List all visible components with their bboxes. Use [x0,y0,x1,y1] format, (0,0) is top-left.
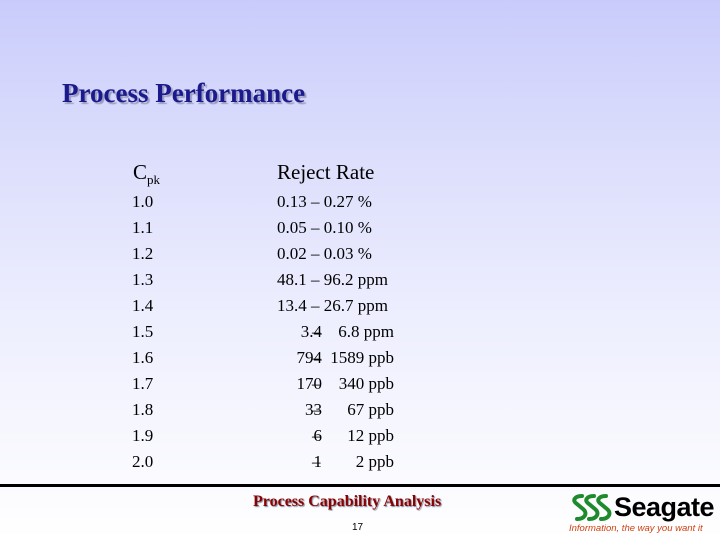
cpk-header-subscript: pk [147,172,161,187]
reject-rate-high: 12 ppb [347,426,394,445]
table-row: 1.1 0.05 – 0.10 % [0,216,720,242]
reject-rate-low: 1 [313,452,323,471]
footer-title: Process Capability Analysis [253,493,442,510]
reject-rate-value: 0.02 – 0.03 % [277,244,372,263]
reject-rate-value: 13.4 – 26.7 ppm [277,296,388,315]
reject-rate-low: 170 [296,374,323,393]
cpk-value: 1.2 [132,244,154,263]
seagate-mark-icon [572,494,612,521]
slide-title: Process Performance [62,78,306,108]
reject-rate-low: 794 [296,348,323,367]
table-row: 1.9 6 – 12 ppb [0,424,720,450]
range-dash: – [312,374,321,393]
range-dash: – [312,426,321,445]
logo-tagline: Information, the way you want it [569,523,703,534]
reject-rate-low: 3.4 [300,322,322,341]
cpk-value: 1.8 [132,400,154,419]
range-dash: – [312,452,321,471]
table-row: 2.0 1 – 2 ppb [0,450,720,476]
cpk-value: 2.0 [132,452,154,471]
seagate-logo: Seagate Information, the way you want it [566,490,715,538]
table-row: 1.4 13.4 – 26.7 ppm [0,294,720,320]
cpk-value: 1.3 [132,270,154,289]
table-row: 1.6 794 – 1589 ppb [0,346,720,372]
cpk-value: 1.7 [132,374,154,393]
range-dash: – [312,322,321,341]
reject-rate-high: 1589 ppb [330,348,394,367]
range-dash: – [312,348,321,367]
cpk-column-header: Cpk [133,160,161,187]
cpk-value: 1.0 [132,192,154,211]
cpk-header-c: C [133,160,148,184]
table-row: 1.2 0.02 – 0.03 % [0,242,720,268]
cpk-value: 1.6 [132,348,154,367]
logo-wordmark: Seagate [614,492,715,522]
cpk-reject-table: 1.0 0.13 – 0.27 % 1.1 0.05 – 0.10 % 1.2 … [0,190,720,476]
reject-rate-value: 0.13 – 0.27 % [277,192,372,211]
reject-rate-value: 48.1 – 96.2 ppm [277,270,388,289]
cpk-value: 1.9 [132,426,154,445]
table-row: 1.0 0.13 – 0.27 % [0,190,720,216]
range-dash: – [312,400,321,419]
table-row: 1.7 170 – 340 ppb [0,372,720,398]
table-row: 1.5 3.4 – 6.8 ppm [0,320,720,346]
reject-rate-low: 33 [305,400,322,419]
reject-rate-column-header: Reject Rate [277,160,375,184]
table-row: 1.3 48.1 – 96.2 ppm [0,268,720,294]
cpk-value: 1.5 [132,322,154,341]
cpk-value: 1.4 [132,296,154,315]
reject-rate-high: 340 ppb [338,374,394,393]
reject-rate-value: 0.05 – 0.10 % [277,218,372,237]
reject-rate-high: 6.8 ppm [338,322,394,341]
cpk-value: 1.1 [132,218,154,237]
reject-rate-low: 6 [313,426,323,445]
page-number: 17 [352,522,364,533]
reject-rate-high: 2 ppb [355,452,394,471]
footer-divider [0,484,720,487]
table-row: 1.8 33 – 67 ppb [0,398,720,424]
reject-rate-high: 67 ppb [347,400,394,419]
